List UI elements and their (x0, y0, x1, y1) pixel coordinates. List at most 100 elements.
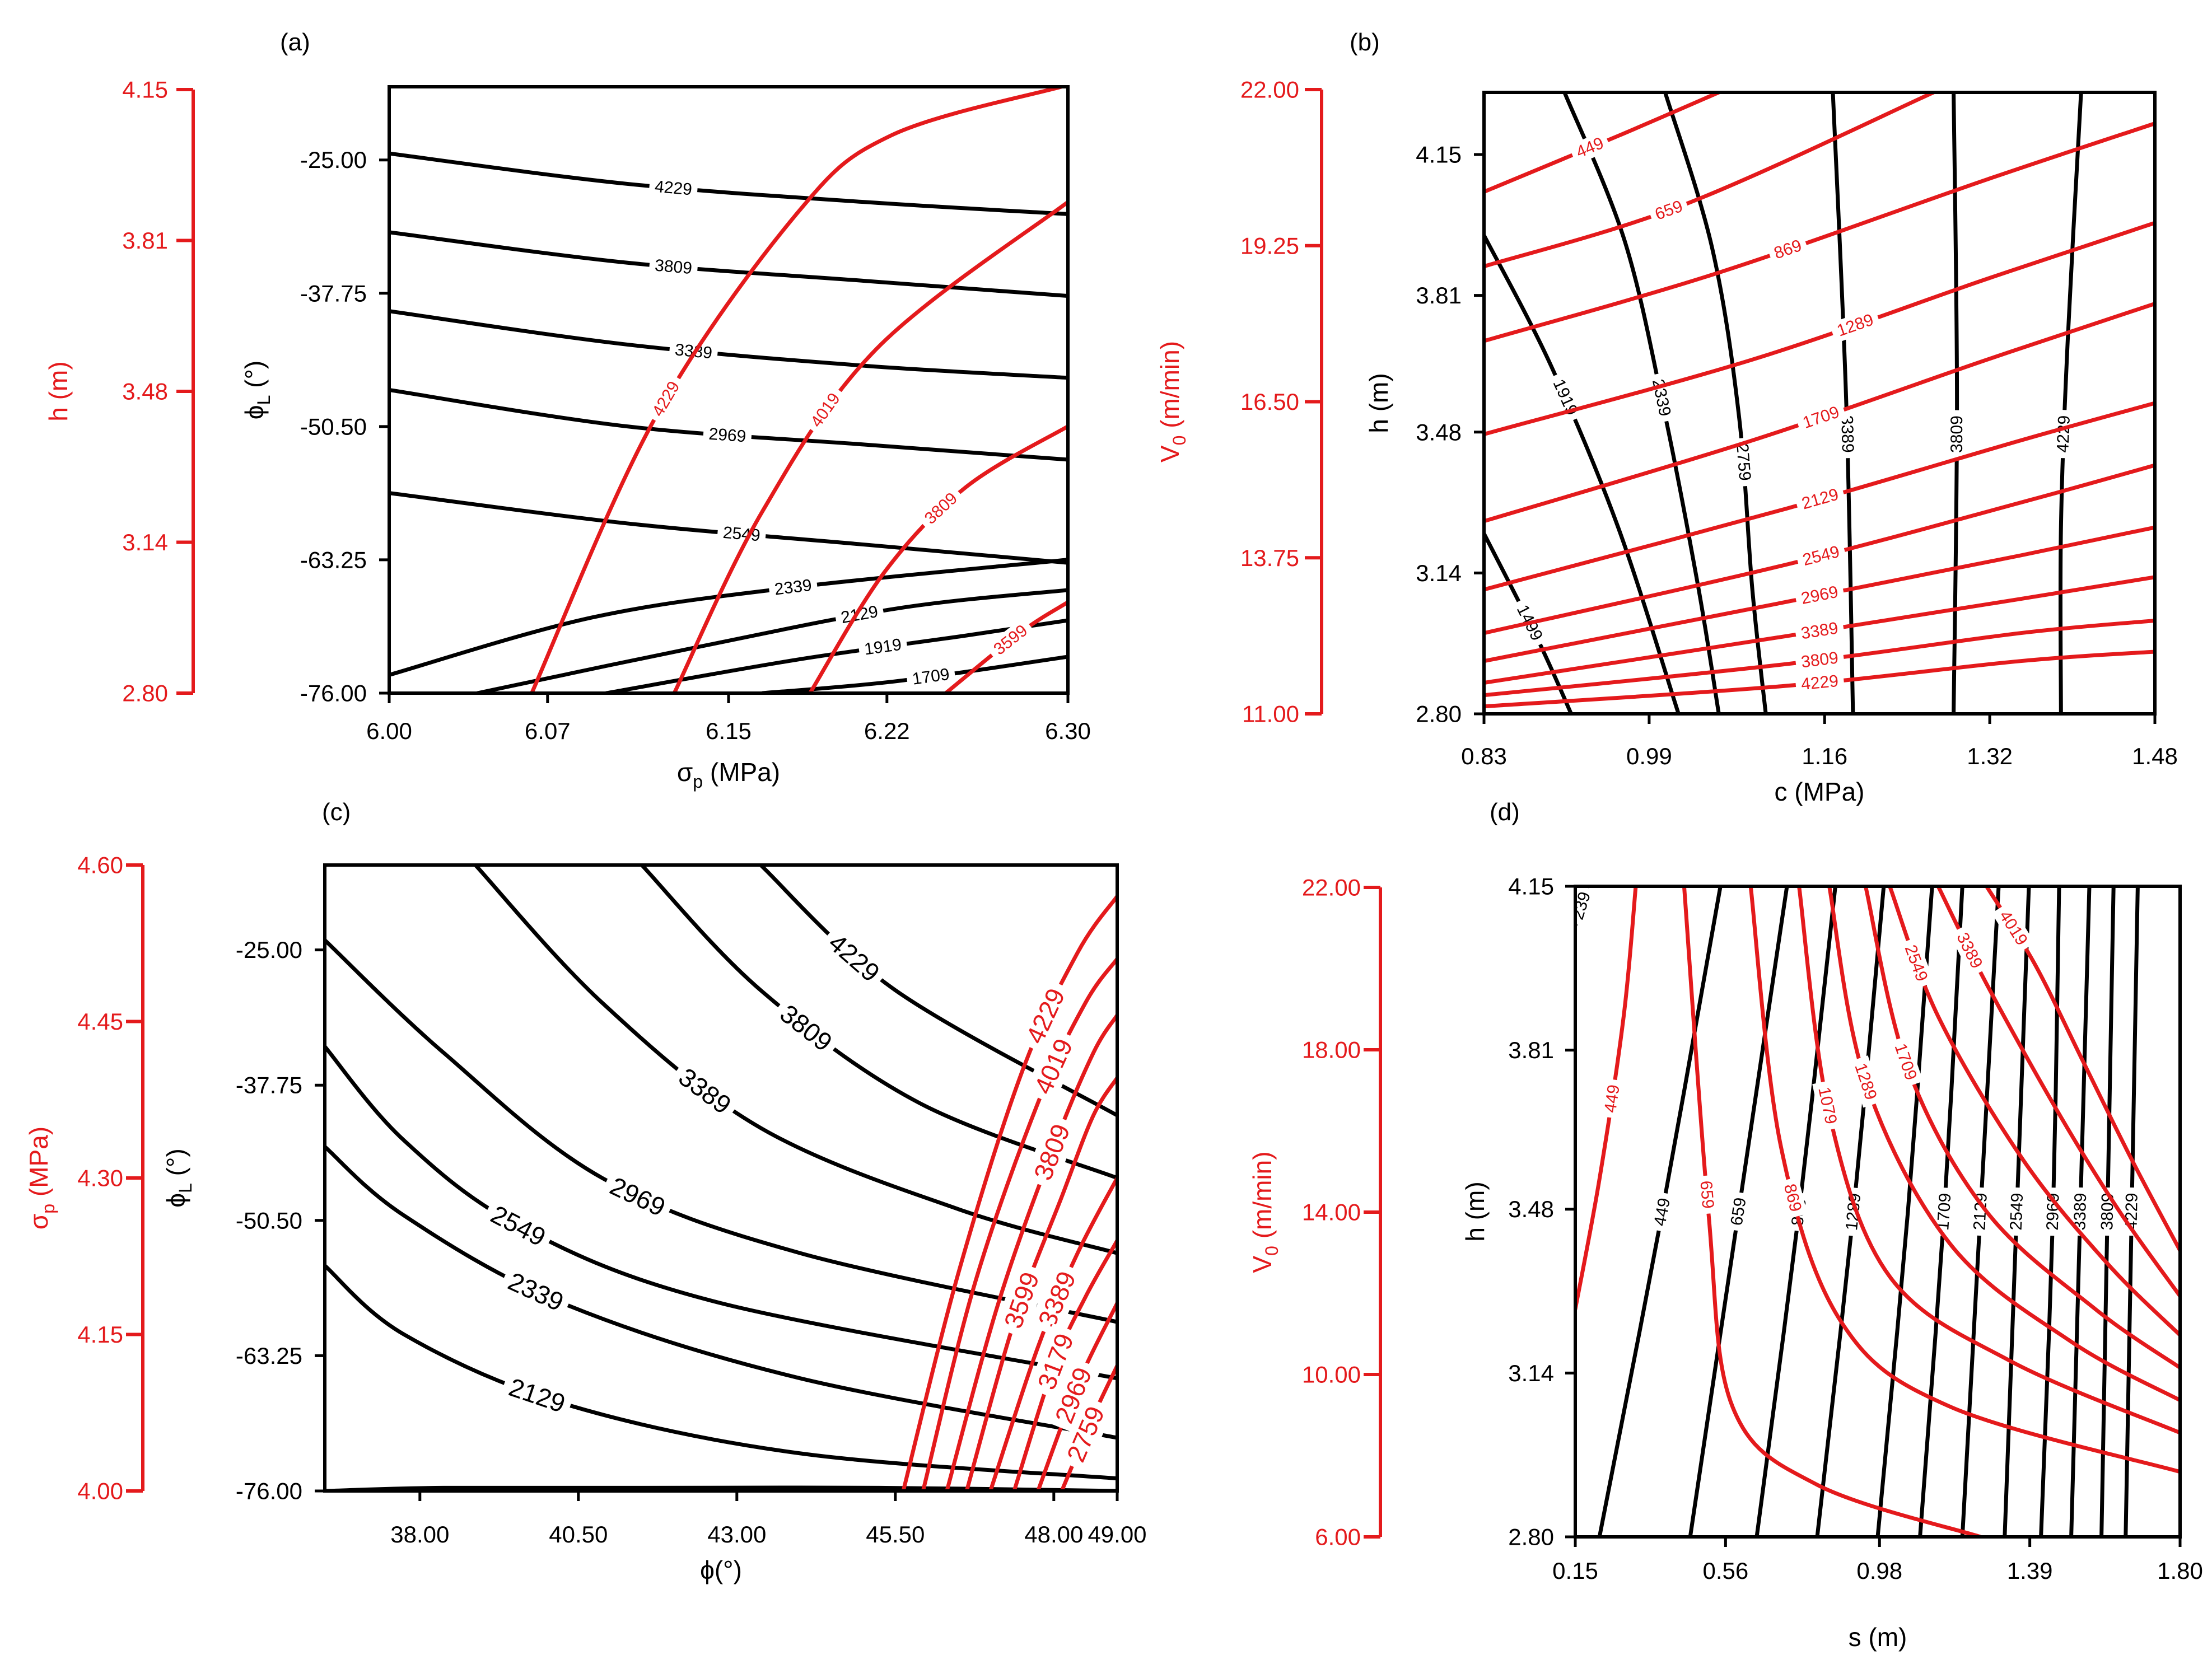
red-contour-label: 2549 (1801, 543, 1842, 569)
panel-label: (c) (322, 798, 351, 826)
contour-label-bg (995, 1261, 1048, 1339)
y-tick-label: -25.00 (300, 147, 367, 173)
red-contour-line (1682, 886, 1983, 1537)
red-contour-label: 1079 (1814, 1086, 1840, 1126)
contour-label-bg (2005, 1187, 2028, 1236)
y-tick-label: 3.81 (1508, 1037, 1554, 1063)
contour-label-bg (768, 574, 819, 601)
x-tick-label: 6.30 (1045, 718, 1091, 744)
x-tick-label: 43.00 (707, 1521, 766, 1548)
red-contour-label: 869 (1772, 236, 1804, 263)
secondary-axis-title: V0 (m/min) (1155, 341, 1189, 462)
black-contour-line (1952, 92, 1959, 714)
red-contour-line (1484, 301, 2155, 523)
contour-label-bg (1647, 194, 1691, 227)
contour-label-bg (1898, 937, 1934, 990)
y-tick-label: -63.25 (236, 1343, 302, 1369)
contour-label-bg (1794, 647, 1845, 674)
black-contour-label: 4229 (2054, 415, 2074, 453)
x-tick-label: 1.48 (2132, 743, 2178, 769)
black-contour-label: 2969 (708, 425, 746, 446)
contour-label-bg (1795, 540, 1847, 572)
contour-label-bg (1766, 233, 1809, 266)
black-contour-line (325, 1044, 1117, 1381)
y-tick-label: -76.00 (300, 680, 367, 707)
plot-frame (1574, 885, 2182, 1539)
black-contour-line (325, 1144, 1117, 1440)
contour-label-bg (1024, 1028, 1082, 1105)
plot-frame (323, 863, 1119, 1493)
contour-label-bg (1725, 1191, 1752, 1232)
red-contour-line (964, 1076, 1117, 1491)
secondary-tick-label: 13.75 (1240, 545, 1299, 571)
secondary-tick-label: 18.00 (1302, 1037, 1361, 1063)
x-tick-label: 0.56 (1702, 1558, 1748, 1584)
black-contour-line (1484, 233, 1681, 714)
contour-label-bg (1848, 1055, 1883, 1108)
y-tick-label: 3.48 (1416, 419, 1462, 445)
secondary-tick-label: 6.00 (1315, 1524, 1361, 1550)
red-contour-label: 659 (1653, 197, 1685, 224)
red-contour-label: 4229 (1800, 672, 1840, 694)
x-tick-label: 1.80 (2157, 1558, 2203, 1584)
red-contour-line (1797, 886, 2180, 1435)
black-contour-label: 2759 (1733, 443, 1754, 481)
secondary-tick-label: 22.00 (1240, 77, 1299, 103)
secondary-tick-label: 4.45 (77, 1008, 123, 1035)
x-tick-label: 6.22 (864, 718, 910, 744)
contour-label-bg (1777, 1176, 1808, 1219)
contour-label-bg (1829, 307, 1882, 343)
black-contour-line (475, 588, 1068, 693)
contour-label-bg (1794, 580, 1846, 610)
contour-label-bg (916, 484, 966, 533)
contour-label-bg (1812, 1079, 1843, 1132)
contour-label-bg (648, 175, 698, 201)
red-contour-line (1484, 401, 2155, 592)
y-axis-title: ϕL (°) (161, 1148, 195, 1207)
x-axis-title: c (MPa) (1775, 777, 1865, 806)
red-contour-line (1827, 886, 2180, 1402)
black-contour-label: 659 (1728, 1196, 1750, 1227)
black-contour-line (325, 1485, 1117, 1491)
black-contour-line (2058, 92, 2083, 714)
secondary-tick-label: 10.00 (1302, 1362, 1361, 1388)
y-tick-label: 2.80 (1508, 1524, 1554, 1550)
x-tick-label: 0.98 (1856, 1558, 1902, 1584)
contour-label-bg (1045, 1357, 1102, 1434)
secondary-tick-label: 3.14 (122, 529, 168, 555)
red-contour-line (921, 957, 1117, 1491)
panel-label: (a) (280, 29, 310, 56)
black-contour-label: 3809 (654, 256, 693, 278)
contour-label-bg (817, 923, 892, 993)
x-tick-label: 6.00 (366, 718, 412, 744)
contour-label-bg (480, 1195, 557, 1256)
contour-label-bg (1024, 1114, 1079, 1190)
panel-label: (b) (1350, 29, 1380, 56)
contour-label-bg (599, 1167, 676, 1226)
red-contour-label: 449 (1601, 1083, 1623, 1114)
secondary-tick-label: 19.25 (1240, 232, 1299, 259)
secondary-axis-title: h (m) (44, 361, 73, 421)
x-tick-label: 45.50 (866, 1521, 925, 1548)
y-tick-label: 4.15 (1416, 142, 1462, 168)
contour-label-bg (834, 600, 885, 629)
contour-layer: 4229380933892969254923392129191917094229… (389, 87, 1068, 693)
red-contour-line (1863, 886, 2180, 1370)
red-contour-line (1484, 92, 1721, 194)
x-tick-label: 0.83 (1461, 743, 1507, 769)
red-contour-line (1484, 121, 2155, 343)
black-contour-line (389, 388, 1068, 462)
red-contour-line (1484, 92, 1936, 269)
contour-label-bg (1968, 1187, 1992, 1236)
x-tick-label: 0.15 (1552, 1558, 1598, 1584)
red-contour-line (1484, 525, 2155, 663)
y-tick-label: -37.75 (300, 280, 367, 306)
x-tick-label: 6.15 (706, 718, 752, 744)
black-contour-line (473, 865, 1117, 1255)
x-tick-label: 1.16 (1802, 743, 1847, 769)
y-tick-label: 4.15 (1508, 873, 1554, 900)
contour-label-bg (1028, 1323, 1083, 1400)
contour-layer: 4229380933892969254923392129422940193809… (325, 865, 1117, 1491)
